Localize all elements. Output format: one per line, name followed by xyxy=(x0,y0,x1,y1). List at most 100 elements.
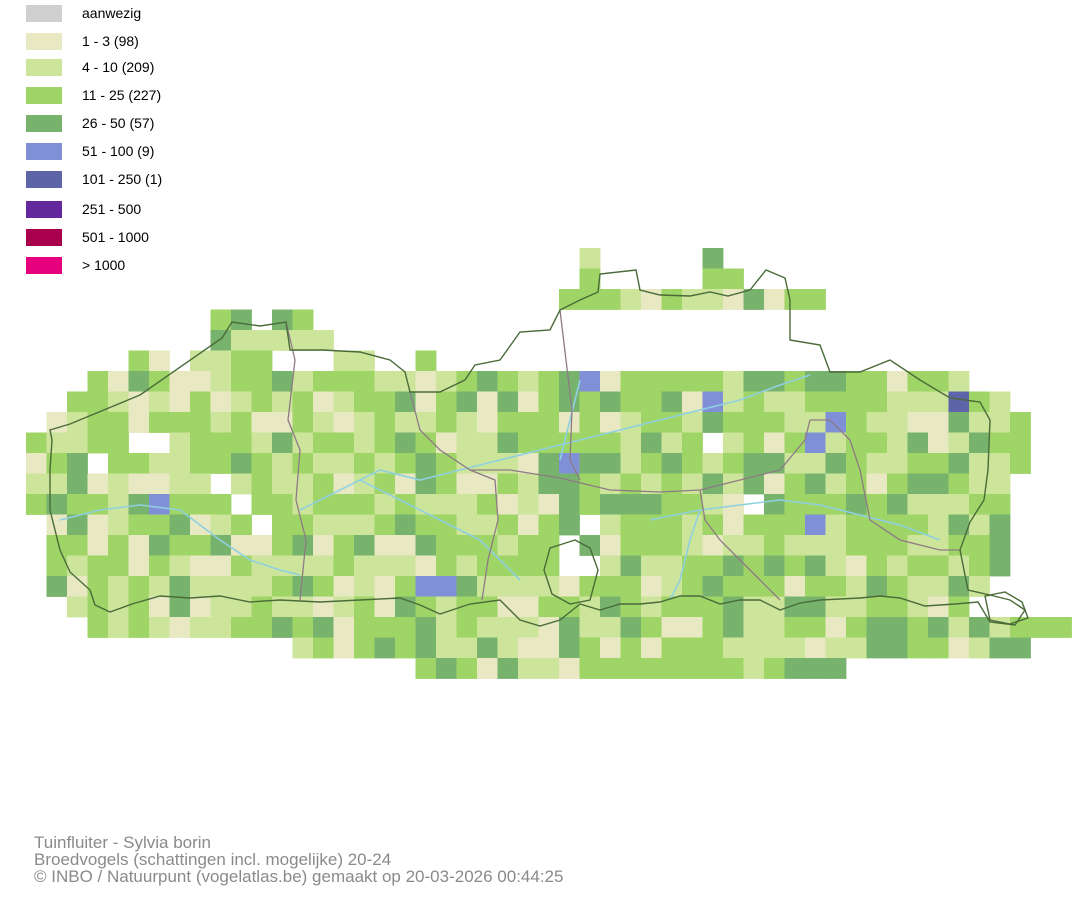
grid-cell xyxy=(969,412,990,433)
grid-cell xyxy=(231,453,252,474)
grid-cell xyxy=(846,432,867,454)
grid-cell xyxy=(313,391,334,413)
grid-cell xyxy=(661,576,683,597)
grid-cell xyxy=(661,555,683,577)
grid-cell xyxy=(395,576,416,597)
grid-cell xyxy=(108,535,129,556)
grid-cell xyxy=(825,432,847,454)
grid-cell xyxy=(579,268,601,290)
legend-item: 101 - 250 (1) xyxy=(26,170,162,188)
grid-cell xyxy=(805,432,826,454)
grid-cell xyxy=(723,494,744,515)
grid-cell xyxy=(948,617,970,638)
grid-cell xyxy=(805,576,826,597)
grid-cell xyxy=(682,289,703,310)
grid-cell xyxy=(538,596,560,618)
grid-cell xyxy=(702,658,724,679)
grid-cell xyxy=(354,371,375,392)
grid-cell xyxy=(620,494,642,515)
grid-cell xyxy=(518,535,539,556)
grid-cell xyxy=(764,617,785,638)
grid-cell xyxy=(292,637,314,659)
grid-cell xyxy=(436,535,457,556)
grid-cell xyxy=(210,514,232,536)
legend-swatch xyxy=(26,86,62,104)
grid-cell xyxy=(272,453,293,474)
grid-cell xyxy=(436,637,457,659)
legend-swatch xyxy=(26,114,62,132)
grid-cell xyxy=(600,412,621,433)
grid-cell xyxy=(415,432,437,454)
legend-label: 1 - 3 (98) xyxy=(82,32,139,49)
grid-cell xyxy=(702,535,724,556)
grid-cell xyxy=(251,432,273,454)
rivers xyxy=(59,374,941,601)
grid-cell xyxy=(395,412,416,433)
grid-cell xyxy=(108,371,129,392)
grid-cell xyxy=(661,453,683,474)
grid-cell xyxy=(579,248,601,269)
grid-cell xyxy=(231,412,252,433)
grid-cell xyxy=(210,453,232,474)
grid-cell xyxy=(333,453,355,474)
grid-cell xyxy=(149,576,170,597)
grid-cell xyxy=(887,453,908,474)
grid-cell xyxy=(825,473,847,495)
grid-cell xyxy=(313,535,334,556)
grid-cell xyxy=(518,555,539,577)
grid-cell xyxy=(846,637,867,659)
grid-cell xyxy=(641,555,662,577)
grid-cell xyxy=(518,371,539,392)
grid-cell xyxy=(26,432,47,454)
grid-cell xyxy=(354,555,375,577)
grid-cell xyxy=(620,658,642,679)
grid-cell xyxy=(702,248,724,269)
grid-cell xyxy=(87,473,109,495)
grid-cell xyxy=(641,596,662,618)
grid-cell xyxy=(620,617,642,638)
grid-cell xyxy=(805,289,826,310)
grid-cell xyxy=(456,432,478,454)
grid-cell xyxy=(128,617,150,638)
grid-cell xyxy=(866,432,888,454)
grid-cell xyxy=(928,576,949,597)
grid-cell xyxy=(784,473,806,495)
grid-cell xyxy=(292,309,314,331)
grid-cell xyxy=(825,391,847,413)
grid-cell xyxy=(661,412,683,433)
grid-cell xyxy=(292,514,314,536)
grid-cell xyxy=(87,514,109,536)
grid-cell xyxy=(620,473,642,495)
grid-cell xyxy=(67,494,88,515)
grid-cell xyxy=(333,371,355,392)
grid-cell xyxy=(108,555,129,577)
grid-cell xyxy=(907,576,929,597)
grid-cell xyxy=(600,371,621,392)
grid-cell xyxy=(374,617,396,638)
grid-cell xyxy=(723,289,744,310)
grid-cell xyxy=(743,514,765,536)
grid-cell xyxy=(87,576,109,597)
grid-cell xyxy=(805,473,826,495)
grid-cell xyxy=(825,535,847,556)
grid-cell xyxy=(149,596,170,618)
grid-cell xyxy=(948,596,970,618)
grid-cell xyxy=(620,453,642,474)
grid-cell xyxy=(108,494,129,515)
grid-cell xyxy=(108,432,129,454)
grid-cell xyxy=(866,596,888,618)
grid-cell xyxy=(661,658,683,679)
grid-cell xyxy=(477,432,498,454)
grid-cell xyxy=(1030,617,1052,638)
grid-cell xyxy=(436,576,457,597)
grid-cell xyxy=(661,391,683,413)
grid-cell xyxy=(128,412,150,433)
grid-cell xyxy=(395,617,416,638)
grid-cell xyxy=(128,576,150,597)
grid-cell xyxy=(497,494,519,515)
grid-cell xyxy=(846,617,867,638)
grid-cell xyxy=(456,453,478,474)
grid-cell xyxy=(292,412,314,433)
grid-cell xyxy=(497,514,519,536)
legend-swatch xyxy=(26,32,62,50)
